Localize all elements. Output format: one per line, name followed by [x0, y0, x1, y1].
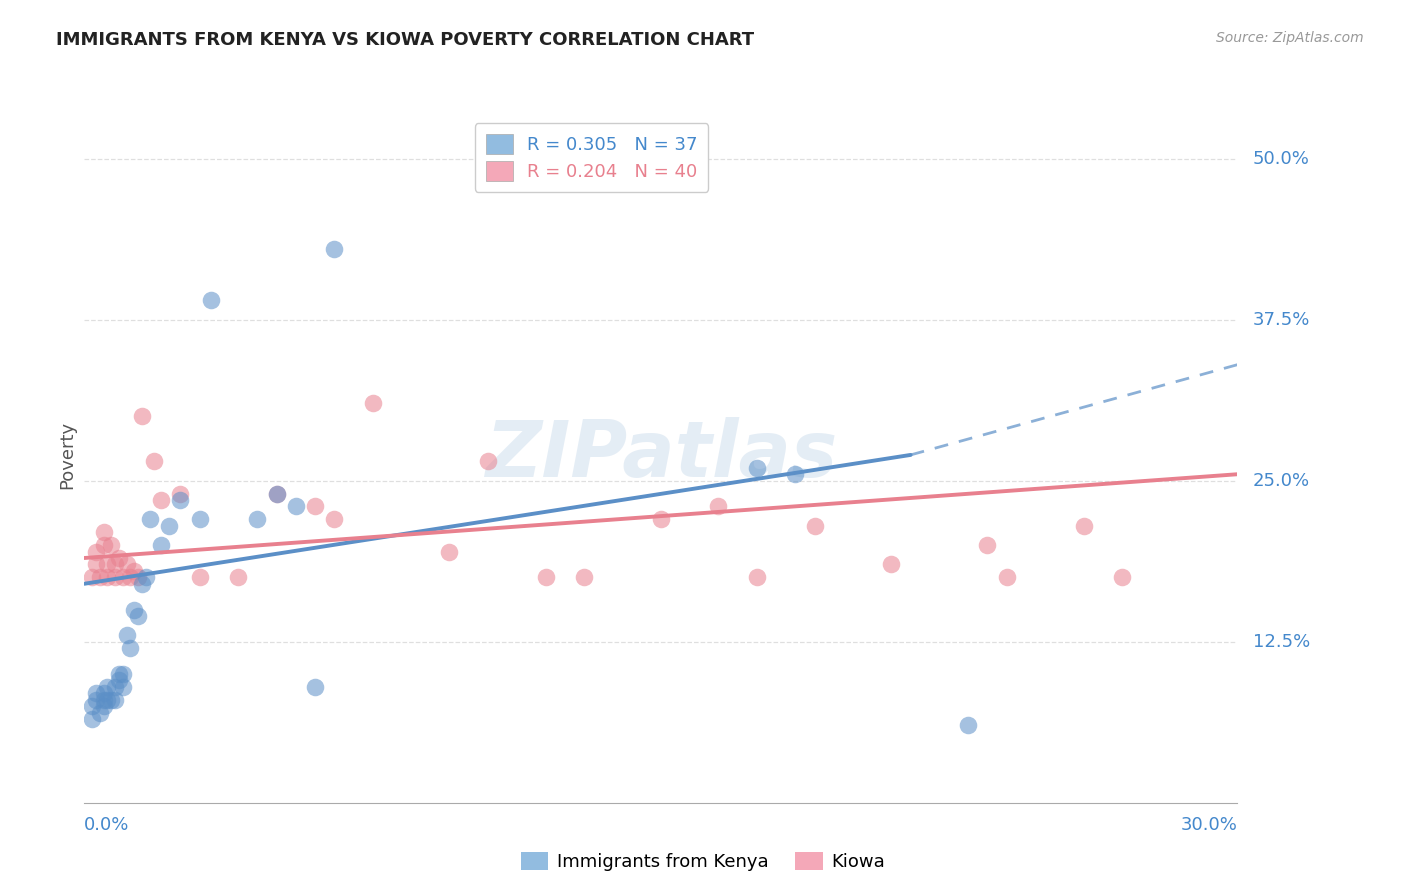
Point	[124, 602, 146, 616]
Point	[80, 570, 103, 584]
Point	[188, 512, 211, 526]
Point	[93, 692, 115, 706]
Point	[745, 460, 768, 475]
Point	[200, 293, 222, 308]
Point	[226, 570, 249, 584]
Point	[785, 467, 807, 482]
Point	[138, 512, 160, 526]
Point	[323, 242, 346, 256]
Point	[96, 680, 118, 694]
Point	[93, 538, 115, 552]
Text: 0.0%: 0.0%	[84, 815, 129, 834]
Point	[304, 680, 326, 694]
Point	[131, 576, 153, 591]
Point	[115, 558, 138, 572]
Point	[120, 570, 142, 584]
Point	[157, 518, 180, 533]
Y-axis label: Poverty: Poverty	[58, 421, 76, 489]
Point	[323, 512, 346, 526]
Point	[93, 686, 115, 700]
Point	[135, 570, 157, 584]
Point	[439, 544, 461, 558]
Point	[96, 570, 118, 584]
Point	[93, 699, 115, 714]
Point	[995, 570, 1018, 584]
Point	[80, 699, 103, 714]
Point	[127, 570, 149, 584]
Point	[188, 570, 211, 584]
Point	[84, 558, 107, 572]
Text: 12.5%: 12.5%	[1253, 632, 1310, 651]
Point	[304, 500, 326, 514]
Point	[803, 518, 825, 533]
Point	[266, 486, 288, 500]
Text: IMMIGRANTS FROM KENYA VS KIOWA POVERTY CORRELATION CHART: IMMIGRANTS FROM KENYA VS KIOWA POVERTY C…	[56, 31, 755, 49]
Point	[745, 570, 768, 584]
Point	[96, 558, 118, 572]
Point	[266, 486, 288, 500]
Point	[477, 454, 499, 468]
Point	[880, 558, 903, 572]
Point	[111, 667, 134, 681]
Text: 30.0%: 30.0%	[1181, 815, 1237, 834]
Legend: R = 0.305   N = 37, R = 0.204   N = 40: R = 0.305 N = 37, R = 0.204 N = 40	[475, 123, 709, 192]
Point	[115, 628, 138, 642]
Point	[142, 454, 165, 468]
Point	[111, 680, 134, 694]
Point	[1073, 518, 1095, 533]
Point	[104, 570, 127, 584]
Point	[169, 493, 191, 508]
Point	[284, 500, 307, 514]
Text: Source: ZipAtlas.com: Source: ZipAtlas.com	[1216, 31, 1364, 45]
Point	[976, 538, 998, 552]
Point	[169, 486, 191, 500]
Point	[89, 570, 111, 584]
Legend: Immigrants from Kenya, Kiowa: Immigrants from Kenya, Kiowa	[513, 845, 893, 879]
Point	[108, 667, 131, 681]
Point	[124, 564, 146, 578]
Point	[96, 692, 118, 706]
Point	[89, 706, 111, 720]
Point	[534, 570, 557, 584]
Point	[127, 609, 149, 624]
Point	[84, 692, 107, 706]
Text: 50.0%: 50.0%	[1253, 150, 1309, 168]
Point	[108, 551, 131, 566]
Point	[572, 570, 595, 584]
Point	[120, 641, 142, 656]
Point	[957, 718, 980, 732]
Point	[650, 512, 672, 526]
Text: 37.5%: 37.5%	[1253, 310, 1310, 328]
Point	[150, 493, 173, 508]
Point	[84, 544, 107, 558]
Point	[131, 409, 153, 424]
Point	[111, 570, 134, 584]
Point	[80, 712, 103, 726]
Point	[246, 512, 269, 526]
Point	[104, 680, 127, 694]
Text: 25.0%: 25.0%	[1253, 472, 1310, 490]
Point	[84, 686, 107, 700]
Point	[707, 500, 730, 514]
Point	[150, 538, 173, 552]
Text: ZIPatlas: ZIPatlas	[485, 417, 837, 493]
Point	[104, 558, 127, 572]
Point	[104, 692, 127, 706]
Point	[108, 673, 131, 688]
Point	[93, 525, 115, 540]
Point	[100, 692, 122, 706]
Point	[1111, 570, 1133, 584]
Point	[100, 538, 122, 552]
Point	[361, 396, 384, 410]
